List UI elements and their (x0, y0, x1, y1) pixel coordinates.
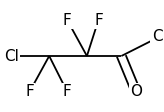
Text: Cl: Cl (4, 48, 19, 64)
Text: F: F (94, 13, 103, 28)
Text: Cl: Cl (152, 29, 164, 44)
Text: F: F (63, 13, 72, 28)
Text: F: F (63, 84, 72, 99)
Text: O: O (130, 84, 142, 99)
Text: F: F (25, 84, 34, 99)
